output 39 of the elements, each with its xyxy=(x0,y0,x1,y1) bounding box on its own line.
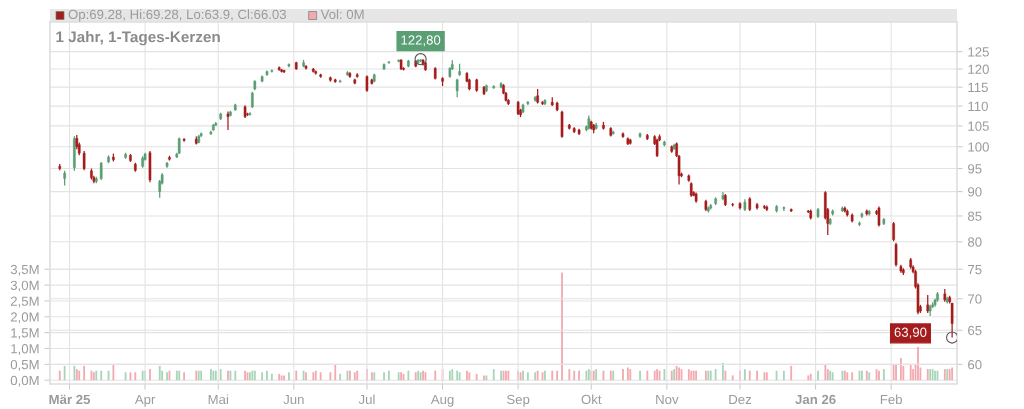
y-tick-label: 70 xyxy=(968,294,982,304)
y-tick-label: 3,0M xyxy=(10,280,39,292)
x-tick-label: Nov xyxy=(656,394,679,405)
x-tick-label: Feb xyxy=(880,394,902,405)
x-tick-label: Sep xyxy=(506,394,530,407)
annotation: 122,80 xyxy=(401,35,441,47)
y-tick-label: 0,0M xyxy=(10,375,39,387)
text: Vol: 0M xyxy=(320,9,364,20)
y-tick-label: 3,5M xyxy=(10,264,39,276)
y-tick-label: 2,5M xyxy=(10,296,39,308)
y-tick-label: 105 xyxy=(968,121,989,131)
x-tick-label: Jun xyxy=(283,394,304,405)
annotation: 63,90 xyxy=(894,327,927,339)
y-tick-label: 85 xyxy=(967,211,982,221)
y-tick-label: 2,0M xyxy=(10,312,39,324)
x-tick-label: Jan 26 xyxy=(795,394,836,405)
y-tick-label: 65 xyxy=(968,325,982,336)
text: 1 Jahr, 1-Tages-Kerzen xyxy=(56,31,220,46)
x-tick-label: Dez xyxy=(729,394,752,405)
y-tick-label: 115 xyxy=(968,82,988,93)
x-tick-label: Jul xyxy=(358,394,375,405)
x-tick-label: Okt xyxy=(581,394,602,405)
y-tick-label: 1,5M xyxy=(11,328,39,340)
x-tick-label: Mai xyxy=(208,394,228,405)
x-tick-label: Mär 25 xyxy=(49,394,91,405)
y-tick-label: 120 xyxy=(968,64,989,74)
y-tick-label: 95 xyxy=(968,164,982,174)
y-tick-label: 1,0M xyxy=(11,344,39,355)
y-tick-label: 90 xyxy=(968,187,982,197)
text: Op:69.28, Hi:69.28, Lo:63.9, Cl:66.03 xyxy=(68,9,287,22)
y-tick-label: 110 xyxy=(968,101,988,112)
y-tick-label: 75 xyxy=(968,265,982,275)
y-tick-label: 100 xyxy=(968,142,989,152)
y-tick-label: 60 xyxy=(968,359,982,370)
y-tick-label: 125 xyxy=(968,47,989,57)
x-tick-label: Apr xyxy=(134,394,156,407)
x-tick-label: Aug xyxy=(430,394,454,407)
y-tick-label: 80 xyxy=(967,237,982,247)
y-tick-label: 0,5M xyxy=(10,359,39,371)
